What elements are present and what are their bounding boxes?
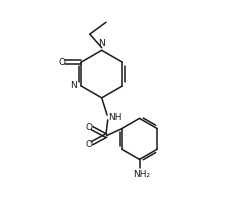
Text: NH: NH [108, 113, 122, 122]
Text: N: N [98, 39, 105, 48]
Text: O: O [58, 58, 65, 67]
Text: NH₂: NH₂ [133, 170, 150, 179]
Text: N: N [70, 81, 77, 90]
Text: O: O [85, 140, 92, 149]
Text: O: O [85, 123, 92, 132]
